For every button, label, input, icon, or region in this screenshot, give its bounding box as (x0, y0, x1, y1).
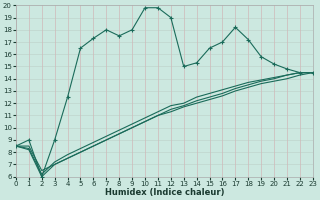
X-axis label: Humidex (Indice chaleur): Humidex (Indice chaleur) (105, 188, 224, 197)
